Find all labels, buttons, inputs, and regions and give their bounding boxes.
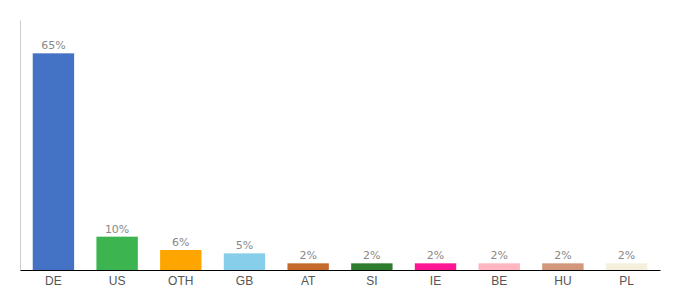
x-tick: HU: [554, 270, 571, 288]
x-tick: DE: [45, 270, 62, 288]
bar: [287, 263, 328, 270]
x-tick: OTH: [168, 270, 193, 288]
bar: [96, 237, 137, 270]
x-tick-label: HU: [554, 274, 571, 288]
y-axis: [20, 21, 21, 271]
x-tick: PL: [619, 270, 634, 288]
x-tick-label: AT: [301, 274, 316, 288]
x-tick-label: BE: [491, 274, 507, 288]
data-label: 2%: [490, 249, 507, 262]
x-tick-label: OTH: [168, 274, 193, 288]
x-tick: BE: [491, 270, 507, 288]
bar: [542, 263, 583, 270]
x-tick: GB: [236, 270, 253, 288]
x-tick-label: GB: [236, 274, 253, 288]
x-axis: DE US OTH GB AT SI IE BE HU PL: [21, 270, 661, 288]
bar: [606, 263, 647, 270]
data-label: 2%: [299, 249, 316, 262]
x-tick-label: SI: [366, 274, 377, 288]
chart: DE US OTH GB AT SI IE BE HU PL 65% 10% 6% 5% 2% 2% 2% 2% 2…: [0, 0, 680, 300]
bar: [415, 263, 456, 270]
data-label: 2%: [618, 249, 635, 262]
y-axis-line: [20, 21, 21, 271]
x-axis-line: [21, 270, 661, 271]
plot: DE US OTH GB AT SI IE BE HU PL 65% 10% 6% 5% 2% 2% 2% 2% 2…: [21, 21, 661, 288]
data-label: 65%: [41, 39, 65, 52]
bar: [224, 253, 265, 270]
x-tick-label: US: [109, 274, 126, 288]
x-tick: IE: [430, 270, 441, 288]
data-labels: 65% 10% 6% 5% 2% 2% 2% 2% 2% 2%: [41, 39, 635, 262]
bars: [33, 53, 648, 270]
data-label: 10%: [105, 223, 129, 236]
x-tick: US: [109, 270, 126, 288]
x-tick-label: DE: [45, 274, 62, 288]
data-label: 2%: [554, 249, 571, 262]
data-label: 5%: [236, 239, 253, 252]
data-label: 2%: [427, 249, 444, 262]
x-tick-label: PL: [619, 274, 634, 288]
x-tick: SI: [366, 270, 377, 288]
data-label: 2%: [363, 249, 380, 262]
bar: [160, 250, 201, 270]
x-tick: AT: [301, 270, 316, 288]
data-label: 6%: [172, 236, 189, 249]
bar: [33, 53, 74, 270]
bar: [351, 263, 392, 270]
x-tick-label: IE: [430, 274, 441, 288]
bar: [479, 263, 520, 270]
